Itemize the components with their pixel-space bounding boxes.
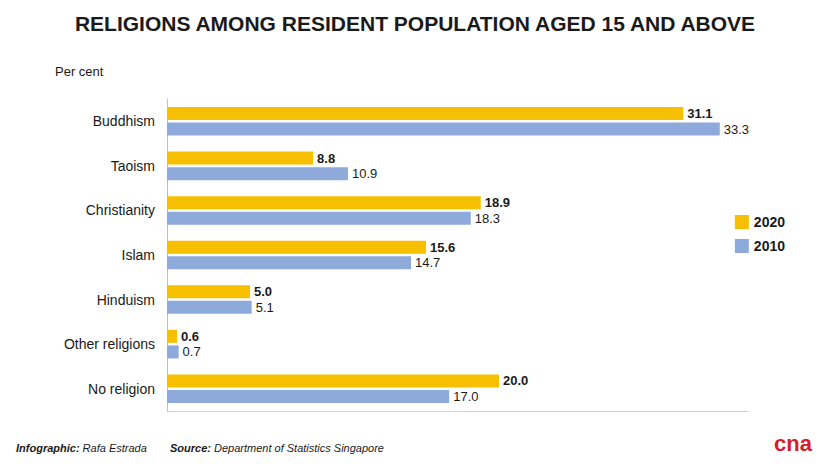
svg-text:Other religions: Other religions — [64, 336, 155, 352]
svg-text:No religion: No religion — [88, 381, 155, 397]
svg-text:Source:: Source: — [170, 442, 211, 454]
svg-text:Per cent: Per cent — [55, 64, 104, 79]
svg-text:14.7: 14.7 — [415, 255, 440, 270]
svg-text:Rafa Estrada: Rafa Estrada — [80, 442, 147, 454]
svg-text:10.9: 10.9 — [352, 166, 377, 181]
svg-text:Taoism: Taoism — [111, 158, 155, 174]
svg-text:cna: cna — [774, 431, 813, 456]
svg-text:33.3: 33.3 — [724, 122, 749, 137]
svg-text:31.1: 31.1 — [687, 106, 712, 121]
svg-text:Infographic:: Infographic: — [16, 442, 80, 454]
svg-text:15.6: 15.6 — [430, 240, 455, 255]
svg-text:18.3: 18.3 — [475, 211, 500, 226]
svg-text:Hinduism: Hinduism — [97, 292, 155, 308]
svg-text:2020: 2020 — [754, 214, 785, 230]
svg-text:5.0: 5.0 — [254, 284, 272, 299]
svg-text:8.8: 8.8 — [317, 151, 335, 166]
svg-text:18.9: 18.9 — [485, 195, 510, 210]
svg-text:2010: 2010 — [754, 238, 785, 254]
svg-text:Islam: Islam — [122, 247, 155, 263]
svg-text:0.7: 0.7 — [183, 344, 201, 359]
svg-text:Christianity: Christianity — [86, 202, 155, 218]
svg-text:RELIGIONS AMONG RESIDENT POPUL: RELIGIONS AMONG RESIDENT POPULATION AGED… — [75, 12, 755, 35]
svg-text:20.0: 20.0 — [503, 373, 528, 388]
svg-text:17.0: 17.0 — [453, 389, 478, 404]
svg-text:5.1: 5.1 — [256, 300, 274, 315]
svg-text:Buddhism: Buddhism — [93, 113, 155, 129]
svg-text:Department of Statistics Singa: Department of Statistics Singapore — [211, 442, 384, 454]
svg-text:0.6: 0.6 — [181, 329, 199, 344]
